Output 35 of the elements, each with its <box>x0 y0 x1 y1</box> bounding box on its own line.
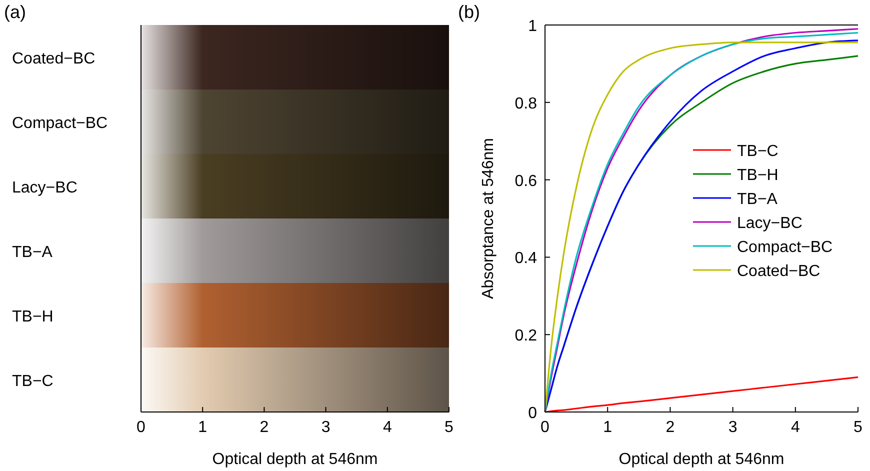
x-tick-label: 1 <box>198 419 208 436</box>
y-tick-label: TB−C <box>12 372 54 390</box>
x-tick-label: 1 <box>603 419 612 436</box>
legend-label: Lacy−BC <box>737 215 802 232</box>
chart-title: (b) <box>458 2 480 22</box>
legend-label: Compact−BC <box>737 239 833 256</box>
y-tick-label: 1 <box>528 18 538 35</box>
y-tick-label: Lacy−BC <box>12 179 78 196</box>
y-tick-label: TB−H <box>12 308 54 326</box>
x-tick-label: 5 <box>444 419 454 436</box>
y-tick-label: 0.2 <box>514 328 538 345</box>
x-tick-label: 5 <box>854 419 863 436</box>
legend-label: TB−C <box>737 143 778 160</box>
legend-label: TB−H <box>737 167 778 184</box>
y-tick-label: Compact−BC <box>12 114 108 132</box>
x-tick-label: 2 <box>666 419 675 436</box>
y-tick-label: Coated−BC <box>12 50 96 68</box>
x-tick-label: 0 <box>540 419 550 436</box>
y-axis-title: Absorptance at 546nm <box>480 138 497 299</box>
y-tick-label: 0.4 <box>514 250 538 268</box>
y-tick-label: TB−A <box>12 244 53 261</box>
legend-label: TB−A <box>737 191 778 208</box>
x-tick-label: 2 <box>260 419 269 436</box>
x-tick-label: 0 <box>136 419 146 436</box>
y-tick-label: 0.8 <box>514 95 538 112</box>
legend-label: Coated−BC <box>737 263 820 280</box>
x-tick-label: 3 <box>728 419 738 436</box>
x-axis-title: Optical depth at 546nm <box>212 451 378 468</box>
y-tick-label: 0.6 <box>514 172 538 190</box>
x-tick-label: 4 <box>790 419 800 436</box>
x-axis-title: Optical depth at 546nm <box>618 451 784 468</box>
chart-title: (a) <box>4 2 26 22</box>
x-tick-label: 4 <box>382 419 392 436</box>
x-tick-label: 3 <box>321 419 330 436</box>
y-tick-label: 0 <box>528 405 538 422</box>
